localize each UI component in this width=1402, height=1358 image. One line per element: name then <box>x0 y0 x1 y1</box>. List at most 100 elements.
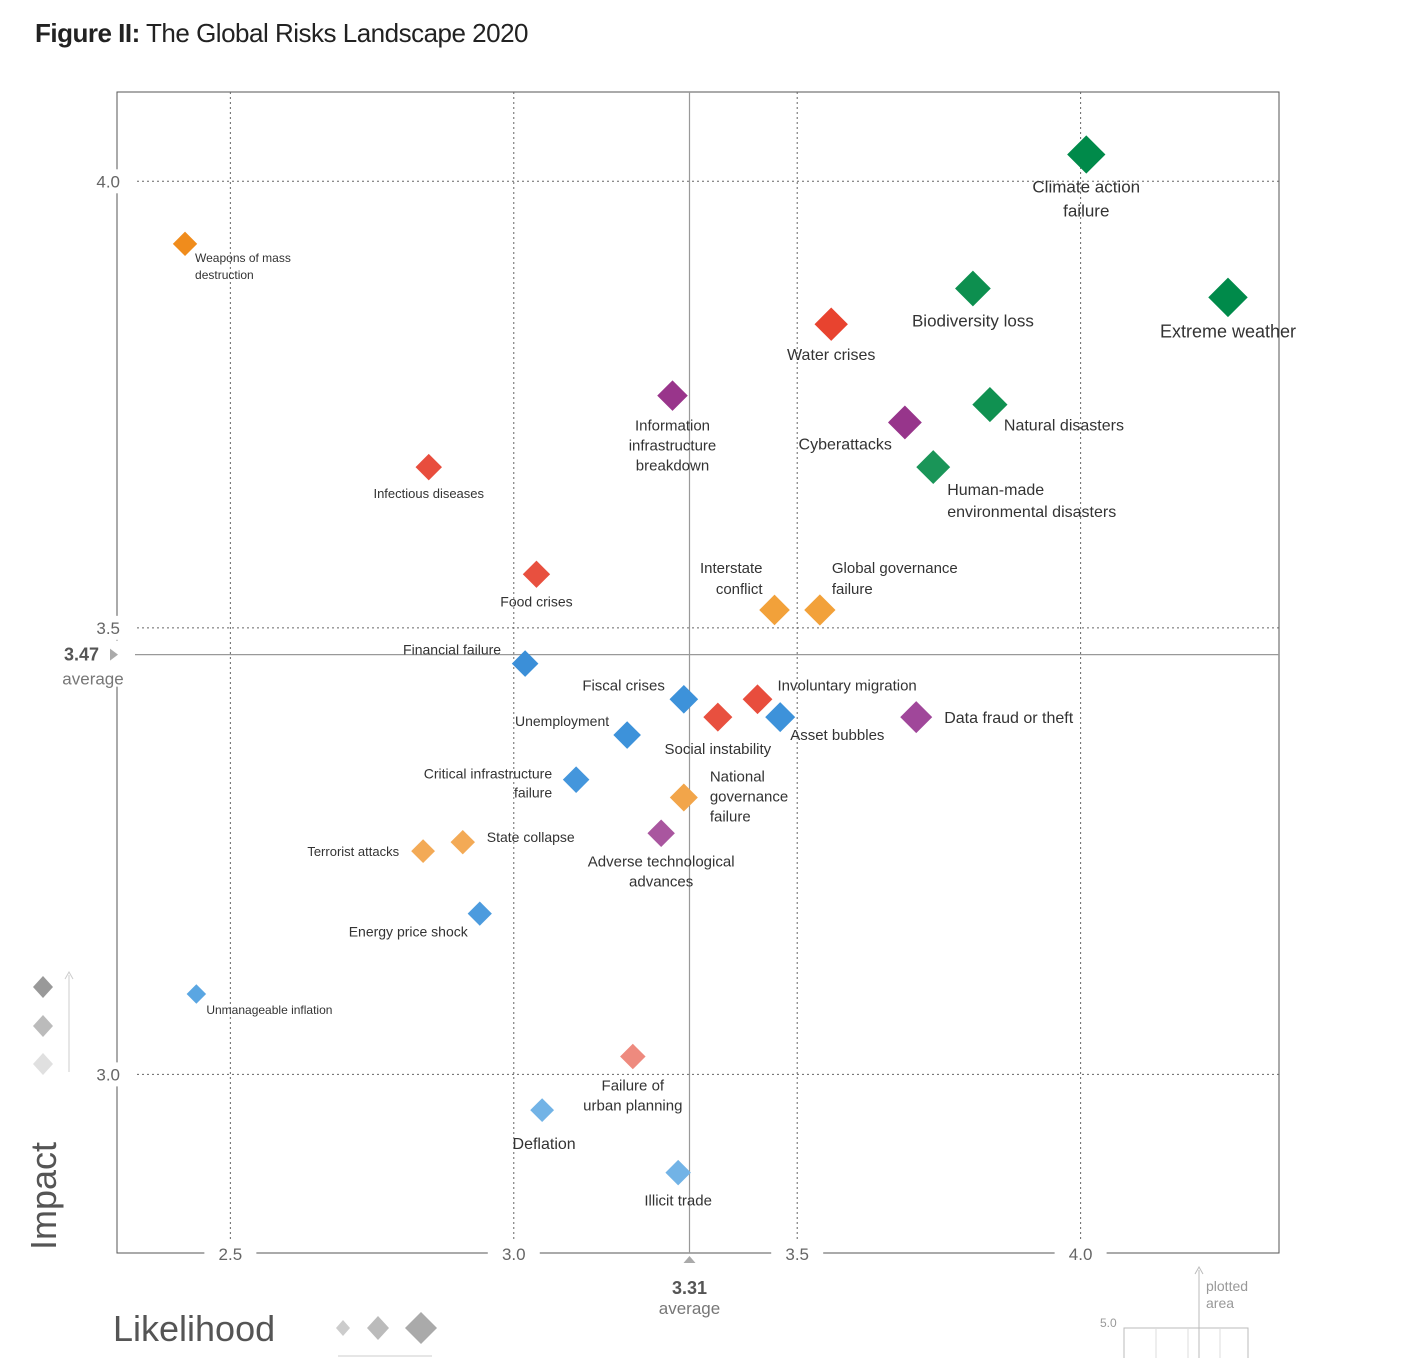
point-terrorist-attacks <box>411 839 435 864</box>
label-climate-action-failure-line-2: failure <box>1063 202 1109 221</box>
label-cyberattacks: Cyberattacks <box>799 436 892 453</box>
likelihood-size-legend <box>336 1312 437 1357</box>
point-natural-disasters <box>972 386 1008 423</box>
impact-legend-diamond-high <box>33 976 53 998</box>
point-involuntary-migration <box>742 684 773 715</box>
inset-label-line-1: plotted <box>1206 1278 1248 1294</box>
point-interstate-conflict <box>759 594 790 626</box>
label-adverse-technological-advances-line-2: advances <box>629 873 693 890</box>
x-tick-label-3.5: 3.5 <box>785 1245 809 1264</box>
label-national-governance-failure-line-1: National <box>710 769 765 786</box>
y-tick-bg-3.0 <box>87 1062 137 1087</box>
inset-label-line-2: area <box>1206 1295 1234 1311</box>
point-extreme-weather <box>1208 277 1248 318</box>
point-infectious-diseases <box>415 453 442 481</box>
inset-value: 5.0 <box>1100 1316 1117 1330</box>
y-average-value: 3.47 <box>64 645 99 665</box>
impact-legend-arrowhead <box>64 970 74 980</box>
impact-size-legend <box>33 970 74 1075</box>
grid-lines <box>117 92 1279 1253</box>
label-human-made-environmental-disasters-line-2: environmental disasters <box>947 504 1116 521</box>
point-adverse-technological-advances <box>647 819 675 847</box>
label-social-instability: Social instability <box>664 741 771 758</box>
point-weapons-of-mass-destruction <box>172 231 198 256</box>
point-energy-price-shock <box>467 901 492 926</box>
label-illicit-trade: Illicit trade <box>644 1193 712 1210</box>
point-unemployment <box>613 721 641 749</box>
point-failure-of-urban-planning <box>620 1043 646 1070</box>
x-average-marker <box>683 1256 696 1263</box>
y-tick-label-3.0: 3.0 <box>96 1065 120 1084</box>
y-average-text: average <box>62 670 123 689</box>
point-social-instability <box>703 702 733 732</box>
point-labels: Weapons of mass destruction Climate action… <box>195 178 1296 1210</box>
plot-frame <box>116 91 1280 1254</box>
point-water-crises <box>814 307 848 341</box>
point-data-fraud-or-theft <box>900 701 933 734</box>
x-tick-bg-3.5 <box>771 1241 824 1265</box>
label-failure-of-urban-planning-line-1: Failure of <box>602 1078 665 1095</box>
label-critical-infrastructure-failure-line-2: failure <box>514 785 552 801</box>
label-interstate-conflict-line-1: Interstate <box>700 560 763 577</box>
y-average-bg <box>55 640 135 687</box>
point-fiscal-crises <box>669 684 699 714</box>
label-weapons-of-mass-destruction-line-1: Weapons of mass <box>195 251 291 265</box>
inset-box <box>1123 1327 1249 1358</box>
y-tick-labels: 4.0 3.5 3.0 <box>87 169 137 1087</box>
label-information-infrastructure-breakdown-line-1: Information <box>635 418 710 435</box>
likelihood-legend-diamond-low <box>336 1320 350 1336</box>
label-food-crises: Food crises <box>500 593 572 609</box>
point-food-crises <box>522 560 551 588</box>
label-weapons-of-mass-destruction-line-2: destruction <box>195 268 254 282</box>
label-critical-infrastructure-failure-line-1: Critical infrastructure <box>424 766 553 782</box>
y-tick-bg-3.5 <box>87 615 137 640</box>
x-tick-bg-3.0 <box>487 1241 540 1265</box>
label-adverse-technological-advances-line-1: Adverse technological <box>588 853 735 870</box>
point-human-made-environmental-disasters <box>916 450 951 485</box>
x-average-value: 3.31 <box>672 1278 707 1298</box>
point-critical-infrastructure-failure <box>562 766 590 793</box>
impact-legend-diamond-mid <box>33 1015 53 1037</box>
label-data-fraud-or-theft: Data fraud or theft <box>944 710 1074 727</box>
label-energy-price-shock: Energy price shock <box>349 924 469 940</box>
x-tick-label-2.5: 2.5 <box>219 1245 243 1264</box>
point-biodiversity-loss <box>955 270 991 307</box>
data-points <box>172 135 1248 1186</box>
y-tick-label-3.5: 3.5 <box>96 619 120 638</box>
x-axis-title: Likelihood <box>113 1308 275 1349</box>
x-tick-label-3.0: 3.0 <box>502 1245 526 1264</box>
y-tick-label-4.0: 4.0 <box>96 172 120 191</box>
label-global-governance-failure-line-1: Global governance <box>832 560 958 577</box>
point-climate-action-failure <box>1067 135 1106 174</box>
x-tick-labels: 2.5 3.0 3.5 4.0 <box>204 1241 1107 1265</box>
likelihood-legend-diamond-mid <box>367 1316 389 1340</box>
label-human-made-environmental-disasters-line-1: Human-made <box>947 482 1044 499</box>
label-involuntary-migration: Involuntary migration <box>778 677 917 694</box>
label-failure-of-urban-planning-line-2: urban planning <box>583 1098 682 1115</box>
figure-title-text: The Global Risks Landscape 2020 <box>146 18 529 48</box>
inset-pointer-head <box>1194 1265 1204 1275</box>
label-fiscal-crises: Fiscal crises <box>582 677 665 694</box>
label-state-collapse: State collapse <box>487 829 575 845</box>
label-global-governance-failure-line-2: failure <box>832 581 873 598</box>
label-biodiversity-loss: Biodiversity loss <box>912 311 1034 330</box>
point-state-collapse <box>450 829 475 855</box>
point-illicit-trade <box>665 1159 691 1186</box>
label-infectious-diseases: Infectious diseases <box>373 486 484 501</box>
label-asset-bubbles: Asset bubbles <box>790 727 884 744</box>
label-unmanageable-inflation: Unmanageable inflation <box>206 1003 332 1017</box>
label-interstate-conflict-line-2: conflict <box>716 581 764 598</box>
point-asset-bubbles <box>765 702 796 733</box>
label-terrorist-attacks: Terrorist attacks <box>307 844 399 859</box>
likelihood-legend-diamond-high <box>405 1312 437 1344</box>
point-national-governance-failure <box>669 783 698 812</box>
label-information-infrastructure-breakdown-line-2: infrastructure <box>629 438 717 455</box>
label-information-infrastructure-breakdown-line-3: breakdown <box>636 458 709 475</box>
plotted-area-inset: plotted area 5.0 <box>1100 1265 1249 1358</box>
point-financial-failure <box>511 650 539 677</box>
label-extreme-weather: Extreme weather <box>1160 321 1296 341</box>
point-global-governance-failure <box>804 594 836 626</box>
y-axis-title: Impact <box>23 1142 64 1250</box>
